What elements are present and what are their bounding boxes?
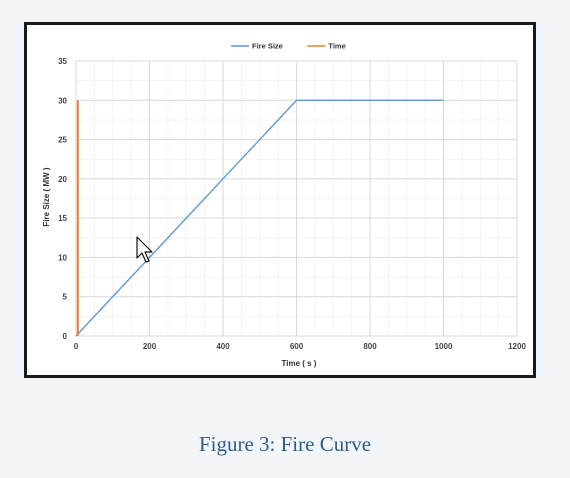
chart-frame: 0 200 400 600 800 1000 1200 0 5 10 15 20 25 30 35 Fire… <box>24 22 536 378</box>
y-tick-label: 30 <box>58 96 67 105</box>
y-tick-label: 0 <box>63 332 68 341</box>
y-tick-label: 10 <box>58 253 67 262</box>
x-tick-label: 400 <box>216 342 230 351</box>
series-line-fire-size <box>75 99 444 337</box>
x-axis-label: Time ( s ) <box>282 359 317 368</box>
y-tick-label: 15 <box>58 214 67 223</box>
x-tick-label: 600 <box>290 342 304 351</box>
x-tick-label: 200 <box>143 342 157 351</box>
x-tick-label: 1200 <box>508 342 526 351</box>
legend-label: Fire Size <box>252 42 283 51</box>
fire-curve-chart: 0 200 400 600 800 1000 1200 0 5 10 15 20 25 30 35 Fire… <box>42 42 526 368</box>
y-tick-label: 25 <box>58 136 67 145</box>
x-tick-label: 0 <box>74 342 79 351</box>
mouse-pointer-icon <box>136 236 153 263</box>
legend-label: Time <box>328 42 345 51</box>
y-tick-label: 35 <box>58 57 67 66</box>
y-tick-label: 5 <box>63 293 68 302</box>
x-tick-label: 800 <box>363 342 377 351</box>
y-tick-label: 20 <box>58 175 67 184</box>
figure-caption: Figure 3: Fire Curve <box>198 432 372 456</box>
y-axis-label: Fire Size ( MW ) <box>42 167 51 226</box>
x-tick-label: 1000 <box>435 342 453 351</box>
